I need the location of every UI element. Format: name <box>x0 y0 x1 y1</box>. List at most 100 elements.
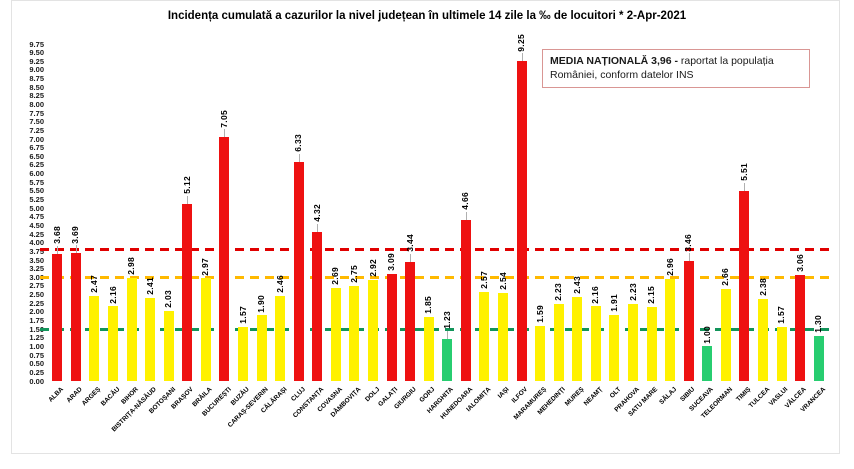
prag-galben-line <box>40 327 832 331</box>
bar-bistri-a-n-s-ud <box>145 297 156 381</box>
y-axis-tick-label: 3.00 <box>29 272 44 282</box>
bar-value-label: 3.09 <box>386 253 397 272</box>
bar-covasna <box>330 288 341 381</box>
bar-value-label: 2.98 <box>126 257 137 275</box>
y-axis-tick-label: 6.00 <box>29 169 44 179</box>
bar-arad <box>70 253 81 381</box>
value-callout-line <box>410 254 412 263</box>
bar-value-label: 9.25 <box>516 33 527 52</box>
bar-ialomi-a <box>479 292 490 381</box>
prag-rosu-line <box>40 275 832 279</box>
value-callout-line <box>224 129 226 138</box>
y-axis-tick-label: 0.00 <box>29 376 44 386</box>
bar-value-label: 1.57 <box>776 305 787 324</box>
bar-value-label: 1.57 <box>237 305 248 324</box>
bar-sibiu <box>683 261 694 381</box>
bar-value-label: 2.15 <box>646 285 657 304</box>
bar-boto-ani <box>163 310 174 381</box>
bar-mure- <box>572 297 583 381</box>
y-axis-tick-label: 4.00 <box>29 238 44 248</box>
bar-bac-u <box>108 306 118 381</box>
y-axis-tick-label: 5.50 <box>29 186 44 196</box>
bar-value-label: 2.54 <box>497 272 508 291</box>
y-axis-tick-label: 9.75 <box>29 39 44 49</box>
bar-value-label: 5.51 <box>738 162 749 181</box>
bar-value-label: 4.32 <box>311 203 322 222</box>
bar-arge- <box>89 295 100 381</box>
x-axis-label-neam-: NEAMȚ <box>582 386 604 408</box>
y-axis-tick-label: 3.50 <box>29 255 44 265</box>
bar-bra-ov <box>182 204 193 381</box>
bar-c-l-ra-i <box>275 295 286 381</box>
y-axis-tick-label: 9.25 <box>29 56 44 66</box>
bar-bucure-ti <box>219 137 230 381</box>
bar-value-label: 1.00 <box>701 325 712 344</box>
bar-value-label: 2.97 <box>200 257 211 276</box>
value-callout-line <box>75 245 77 254</box>
national-average-value: MEDIA NAȚIONALĂ 3,96 - <box>550 55 678 67</box>
bar-value-label: 6.33 <box>293 134 304 153</box>
bar-value-label: 5.12 <box>181 176 192 195</box>
y-axis-tick-label: 6.75 <box>29 143 44 153</box>
bar-neam- <box>590 306 601 381</box>
x-axis-label-mure-: MUREȘ <box>563 386 586 408</box>
plot-area: 3.68 3.69 2.47 2.16 2.98 2.41 2.03 5.12 2.97 7.05… <box>40 34 832 381</box>
bar-maramure- <box>535 326 546 381</box>
x-axis-labels: ALBA ARAD ARGEȘ BACĂU BIHOR BISTRIȚA-NĂSĂUD BO… <box>48 382 828 454</box>
bar-value-label: 1.90 <box>256 294 267 313</box>
national-average-note: MEDIA NAȚIONALĂ 3,96 - raportat la popul… <box>542 49 810 89</box>
bar-tulcea <box>758 298 768 381</box>
bar-hunedoara <box>460 219 471 381</box>
bar-value-label: 1.59 <box>534 305 545 324</box>
bar-value-label: 2.47 <box>88 274 99 293</box>
y-axis-tick-label: 7.75 <box>29 108 44 118</box>
bar-v-lcea <box>795 275 806 381</box>
bar-value-label: 2.03 <box>163 290 174 308</box>
x-axis-label-ia-i: IAȘI <box>497 386 511 400</box>
bar-buz-u <box>238 326 248 381</box>
y-axis-tick-label: 1.25 <box>29 333 44 343</box>
chart-title: Incidența cumulată a cazurilor la nivel … <box>167 10 687 22</box>
y-axis-tick-label: 6.25 <box>29 160 44 170</box>
bar-value-label: 2.57 <box>478 271 489 290</box>
value-callout-line <box>317 223 319 232</box>
bar-harghita <box>442 338 453 381</box>
y-axis-tick-label: 8.25 <box>29 91 44 101</box>
y-axis-tick-label: 0.25 <box>29 367 44 377</box>
y-axis-tick-label: 4.50 <box>29 220 44 230</box>
value-callout-line <box>744 182 746 191</box>
bar-giurgiu <box>405 262 416 381</box>
bar-dolj <box>368 280 378 381</box>
media-nationala-line <box>40 248 832 252</box>
bar-value-label: 2.16 <box>107 285 118 304</box>
bar-value-label: 2.92 <box>367 259 378 278</box>
bar-ia-i <box>498 293 508 381</box>
national-average-text: raportat la populația României, conform … <box>550 55 774 82</box>
bar-value-label: 2.66 <box>720 268 731 287</box>
bar-suceava <box>702 346 713 381</box>
bar-value-label: 4.66 <box>460 192 471 210</box>
bar-br-ila <box>200 278 211 381</box>
bar-value-label: 7.05 <box>218 109 229 128</box>
value-callout-line <box>298 154 300 163</box>
bar-prahova <box>628 303 638 381</box>
bar-bihor <box>126 278 137 381</box>
bar-value-label: 2.38 <box>757 278 768 296</box>
y-axis-tick-label: 4.25 <box>29 229 44 239</box>
y-axis-tick-label: 0.50 <box>29 359 44 369</box>
y-axis-tick-label: 7.00 <box>29 134 44 144</box>
y-axis-tick-label: 3.25 <box>29 264 44 274</box>
value-callout-line <box>187 196 189 205</box>
x-axis-label-s-laj: SĂLAJ <box>658 386 679 407</box>
y-axis-tick-label: 2.50 <box>29 290 44 300</box>
bar-value-label: 3.44 <box>404 234 415 253</box>
bar-satu-mare <box>646 306 657 381</box>
x-axis-label-bac-u: BACĂU <box>99 386 121 408</box>
value-callout-line <box>465 211 467 220</box>
y-axis-tick-label: 9.50 <box>29 48 44 58</box>
bar-timi- <box>739 190 750 381</box>
bar-value-label: 1.85 <box>423 296 434 315</box>
y-axis-tick-label: 8.75 <box>29 74 44 84</box>
x-axis-label-olt: OLT <box>608 386 623 400</box>
